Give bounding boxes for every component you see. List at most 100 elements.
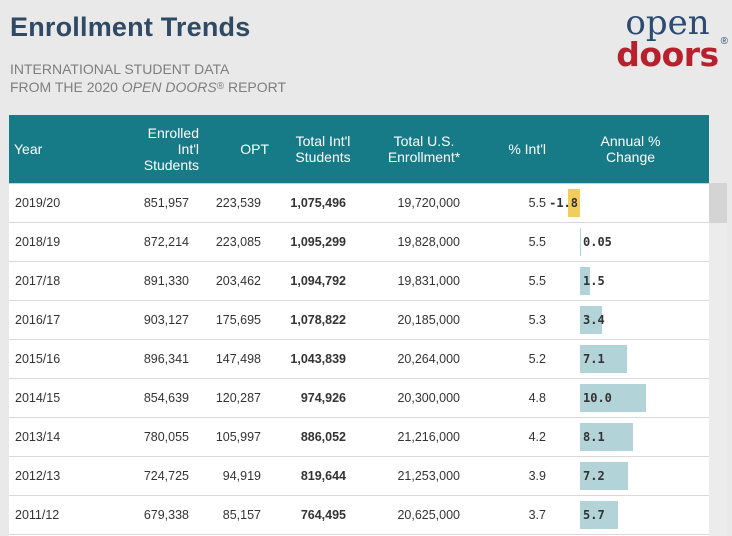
subtitle-line-2: FROM THE 2020 OPEN DOORS® REPORT xyxy=(10,78,286,96)
total-us-cell: 21,253,000 xyxy=(360,456,472,496)
year-cell: 2016/17 xyxy=(9,300,117,340)
opt-cell: 94,919 xyxy=(203,456,273,496)
change-bar-label: 7.2 xyxy=(583,469,605,483)
pct-intl-cell: 3.7 xyxy=(472,495,552,535)
annual-change-cell: -1.8 xyxy=(549,183,709,223)
logo-doors-text: doors xyxy=(616,35,719,74)
enrollment-table: Year Enrolled Int'l Students OPT Total I… xyxy=(9,115,709,535)
year-cell: 2014/15 xyxy=(9,378,117,418)
table-row: 2016/17 903,127 175,695 1,078,822 20,185,000… xyxy=(9,300,709,340)
pct-intl-cell: 3.9 xyxy=(472,456,552,496)
column-header-pct-intl[interactable]: % Int'l xyxy=(472,115,552,184)
opt-cell: 175,695 xyxy=(203,300,273,340)
change-bar xyxy=(580,384,646,412)
total-intl-cell: 1,075,496 xyxy=(273,183,360,223)
total-intl-cell: 764,495 xyxy=(273,495,360,535)
table-row: 2013/14 780,055 105,997 886,052 21,216,000 4.… xyxy=(9,417,709,457)
column-header-opt[interactable]: OPT xyxy=(203,115,273,184)
table-row: 2019/20 851,957 223,539 1,075,496 19,720,000… xyxy=(9,183,709,223)
change-bar-label: 1.5 xyxy=(583,274,605,288)
annual-change-cell: 5.7 xyxy=(552,495,709,535)
change-bar xyxy=(580,423,634,451)
pct-intl-cell: 5.5 xyxy=(472,183,552,223)
subtitle-report-name: OPEN DOORS xyxy=(121,79,217,95)
total-us-cell: 20,185,000 xyxy=(360,300,472,340)
subtitle-registered-mark: ® xyxy=(216,81,225,92)
change-bar xyxy=(580,345,627,373)
opt-cell: 223,085 xyxy=(203,222,273,262)
change-bar-label: 3.4 xyxy=(583,313,605,327)
enrolled-cell: 896,341 xyxy=(117,339,203,379)
pct-intl-cell: 4.8 xyxy=(472,378,552,418)
pct-intl-cell: 5.5 xyxy=(472,222,552,262)
annual-change-cell: 0.05 xyxy=(552,222,709,262)
table-row: 2015/16 896,341 147,498 1,043,839 20,264,000… xyxy=(9,339,709,379)
scrollbar-thumb[interactable] xyxy=(709,183,727,223)
year-cell: 2017/18 xyxy=(9,261,117,301)
total-us-cell: 19,831,000 xyxy=(360,261,472,301)
table-row: 2012/13 724,725 94,919 819,644 21,253,000 3.9… xyxy=(9,456,709,496)
page-subtitle: INTERNATIONAL STUDENT DATA FROM THE 2020… xyxy=(10,60,286,96)
total-us-cell: 19,720,000 xyxy=(360,183,472,223)
column-header-enrolled[interactable]: Enrolled Int'l Students xyxy=(117,115,203,184)
year-cell: 2012/13 xyxy=(9,456,117,496)
total-intl-cell: 974,926 xyxy=(273,378,360,418)
enrolled-cell: 780,055 xyxy=(117,417,203,457)
column-header-total-us[interactable]: Total U.S. Enrollment* xyxy=(360,115,472,184)
opt-cell: 223,539 xyxy=(203,183,273,223)
enrolled-cell: 724,725 xyxy=(117,456,203,496)
column-header-total-intl[interactable]: Total Int'l Students xyxy=(273,115,360,184)
total-intl-cell: 1,095,299 xyxy=(273,222,360,262)
opt-cell: 105,997 xyxy=(203,417,273,457)
total-us-cell: 21,216,000 xyxy=(360,417,472,457)
table-row: 2018/19 872,214 223,085 1,095,299 19,828,000… xyxy=(9,222,709,262)
year-cell: 2018/19 xyxy=(9,222,117,262)
enrolled-cell: 872,214 xyxy=(117,222,203,262)
enrollment-table-container: Year Enrolled Int'l Students OPT Total I… xyxy=(9,115,709,536)
change-bar xyxy=(580,306,603,334)
enrolled-cell: 891,330 xyxy=(117,261,203,301)
table-row: 2011/12 679,338 85,157 764,495 20,625,000 3.7… xyxy=(9,495,709,535)
change-bar xyxy=(568,189,580,217)
annual-change-cell: 7.1 xyxy=(552,339,709,379)
change-bar-label: 5.7 xyxy=(583,508,605,522)
change-bar xyxy=(580,267,590,295)
annual-change-cell: 1.5 xyxy=(552,261,709,301)
change-bar-label: 0.05 xyxy=(583,235,612,249)
total-us-cell: 20,300,000 xyxy=(360,378,472,418)
pct-intl-cell: 5.3 xyxy=(472,300,552,340)
total-us-cell: 19,828,000 xyxy=(360,222,472,262)
annual-change-cell: 10.0 xyxy=(552,378,709,418)
total-us-cell: 20,264,000 xyxy=(360,339,472,379)
table-header-row: Year Enrolled Int'l Students OPT Total I… xyxy=(9,115,709,184)
enrolled-cell: 903,127 xyxy=(117,300,203,340)
enrolled-cell: 851,957 xyxy=(117,183,203,223)
change-bar-label: 7.1 xyxy=(583,352,605,366)
table-scrollbar[interactable] xyxy=(709,183,727,536)
year-cell: 2015/16 xyxy=(9,339,117,379)
total-intl-cell: 886,052 xyxy=(273,417,360,457)
enrolled-cell: 679,338 xyxy=(117,495,203,535)
total-us-cell: 20,625,000 xyxy=(360,495,472,535)
year-cell: 2019/20 xyxy=(9,183,117,223)
column-header-year[interactable]: Year xyxy=(9,115,117,184)
page-title: Enrollment Trends xyxy=(10,12,251,42)
table-row: 2014/15 854,639 120,287 974,926 20,300,000 4.… xyxy=(9,378,709,418)
table-row: 2017/18 891,330 203,462 1,094,792 19,831,000… xyxy=(9,261,709,301)
column-header-annual-change[interactable]: Annual % Change xyxy=(552,115,709,184)
opt-cell: 85,157 xyxy=(203,495,273,535)
change-bar xyxy=(580,228,581,256)
subtitle-prefix: FROM THE 2020 xyxy=(10,79,122,95)
change-bar-label: -1.8 xyxy=(549,196,578,210)
annual-change-cell: 3.4 xyxy=(552,300,709,340)
opt-cell: 147,498 xyxy=(203,339,273,379)
change-bar-label: 10.0 xyxy=(583,391,612,405)
pct-intl-cell: 5.2 xyxy=(472,339,552,379)
logo-registered-mark: ® xyxy=(720,36,728,47)
change-bar-label: 8.1 xyxy=(583,430,605,444)
subtitle-suffix: REPORT xyxy=(224,79,287,95)
opt-cell: 203,462 xyxy=(203,261,273,301)
table-body: 2019/20 851,957 223,539 1,075,496 19,720,000… xyxy=(9,183,709,535)
open-doors-logo[interactable]: open doors ® xyxy=(605,4,730,80)
total-intl-cell: 1,043,839 xyxy=(273,339,360,379)
